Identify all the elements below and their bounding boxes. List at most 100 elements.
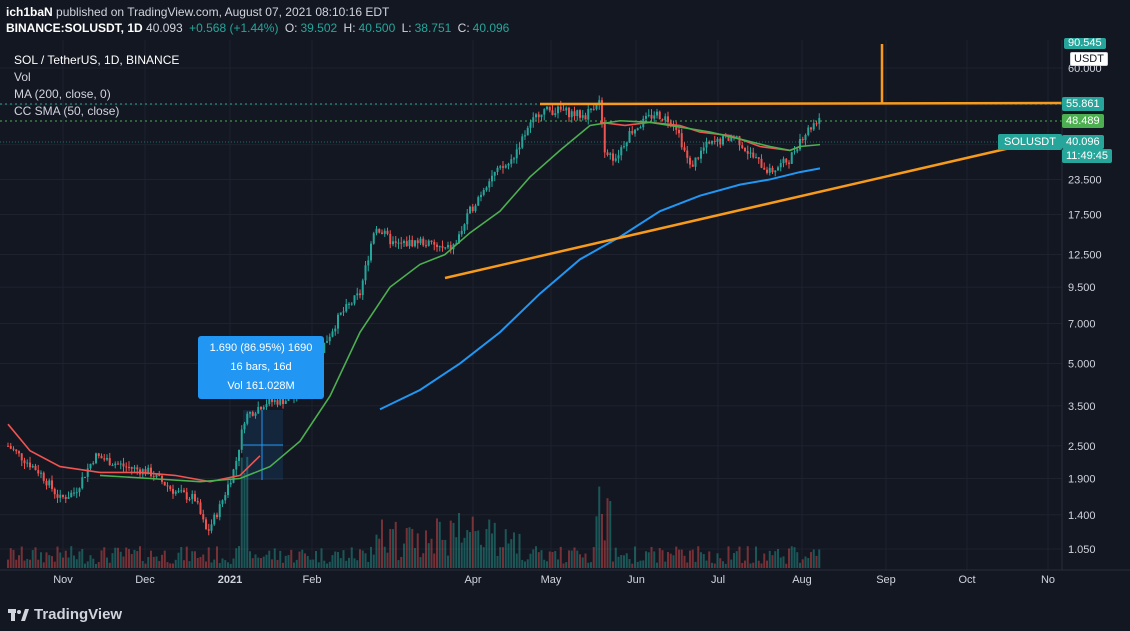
candle-body (568, 107, 570, 118)
price-tick-label: 60.000 (1068, 63, 1102, 75)
volume-bar (639, 560, 642, 568)
volume-bar (15, 559, 18, 568)
volume-bar (42, 562, 45, 568)
candle-body (7, 445, 9, 447)
candle-body (694, 157, 697, 167)
volume-bar (661, 550, 664, 568)
legend-ma[interactable]: MA (200, close, 0) (14, 87, 111, 101)
volume-bar (708, 551, 711, 568)
candle-body (348, 303, 350, 305)
volume-bar (711, 562, 713, 568)
candle-body (326, 341, 328, 343)
volume-bar (191, 551, 194, 568)
volume-bar (810, 552, 812, 568)
price-change: +0.568 (+1.44%) (189, 21, 279, 35)
candle-body (603, 122, 606, 153)
volume-bar (768, 550, 771, 568)
candle-body (771, 167, 774, 173)
volume-bar (67, 557, 70, 568)
volume-bar (29, 559, 31, 568)
volume-bar (812, 549, 815, 568)
footer-brand[interactable]: TradingView (34, 606, 123, 623)
volume-bar (133, 549, 136, 568)
volume-bar (45, 552, 48, 568)
candle-body (815, 123, 818, 125)
resistance-trendline[interactable] (539, 101, 1063, 106)
candle-body (260, 406, 262, 410)
candle-body (480, 194, 482, 198)
candle-body (752, 152, 755, 158)
legend-sma[interactable]: CC SMA (50, close) (14, 104, 120, 118)
volume-bar (757, 560, 760, 568)
volume-bar (86, 561, 89, 568)
candle-body (64, 496, 67, 499)
candle-body (342, 311, 345, 313)
publisher-name[interactable]: ich1baN (6, 5, 53, 19)
candle-body (367, 260, 370, 266)
legend-vol[interactable]: Vol (14, 70, 31, 84)
volume-bar (125, 547, 128, 568)
candle-body (196, 501, 199, 503)
volume-bar (53, 561, 56, 568)
candle-body (158, 474, 161, 476)
volume-bar (722, 561, 724, 568)
candle-body (144, 469, 147, 475)
candle-body (744, 147, 746, 152)
candle-body (535, 114, 537, 118)
candle-body (392, 241, 394, 245)
candle-body (518, 147, 521, 150)
candle-body (235, 460, 238, 470)
candle-body (238, 449, 240, 461)
volume-bar (48, 555, 51, 568)
volume-bar (174, 559, 177, 568)
volume-bar (196, 557, 199, 568)
time-tick-label: Feb (303, 574, 322, 586)
price-axis[interactable]: 60.00044.00031.50023.50017.50012.5009.50… (1068, 63, 1102, 556)
volume-bar (496, 555, 499, 568)
volume-bar (716, 553, 719, 568)
volume-bar (114, 547, 117, 568)
support-trendline[interactable] (444, 146, 1011, 280)
candle-body (372, 233, 375, 244)
candle-body (323, 342, 326, 353)
candle-body (548, 106, 551, 111)
volume-bar (31, 550, 34, 568)
candle-body (595, 104, 598, 110)
volume-bar (777, 548, 779, 568)
chart-legend: SOL / TetherUS, 1D, BINANCE Vol MA (200,… (14, 52, 179, 120)
candle-body (73, 492, 75, 494)
volume-bar (592, 547, 595, 568)
candle-body (777, 167, 779, 171)
candle-body (482, 190, 485, 195)
volume-bar (474, 531, 477, 568)
symbol-tag: SOLUSDT (998, 134, 1062, 150)
volume-bar (235, 548, 238, 568)
candle-body (590, 108, 592, 110)
candle-body (579, 110, 581, 118)
volume-bar (375, 534, 378, 568)
volume-bar (642, 560, 645, 568)
candle-body (768, 167, 771, 173)
unit-tag[interactable]: USDT (1070, 52, 1108, 66)
volume-bar (147, 556, 150, 568)
time-axis[interactable]: Nov Dec 2021 Feb Apr May Jun Jul Aug Sep Oct No (53, 574, 1055, 586)
candle-body (686, 150, 689, 158)
candle-body (202, 514, 205, 520)
candle-body (760, 158, 763, 168)
volume-bar (546, 561, 548, 568)
volume-bar (504, 529, 507, 568)
candle-body (92, 463, 95, 465)
volume-bar (573, 547, 576, 568)
candle-body (337, 314, 339, 329)
candle-body (128, 466, 130, 468)
candle-body (804, 134, 807, 141)
legend-title: SOL / TetherUS, 1D, BINANCE (14, 53, 180, 67)
volume-bar (386, 552, 389, 568)
candle-body (53, 488, 56, 495)
price-tick-label: 17.500 (1068, 209, 1102, 221)
sma-price-tag: 48.489 (1062, 114, 1104, 128)
candle-body (89, 463, 92, 469)
candle-body (609, 153, 612, 155)
volume-bar (367, 561, 370, 568)
